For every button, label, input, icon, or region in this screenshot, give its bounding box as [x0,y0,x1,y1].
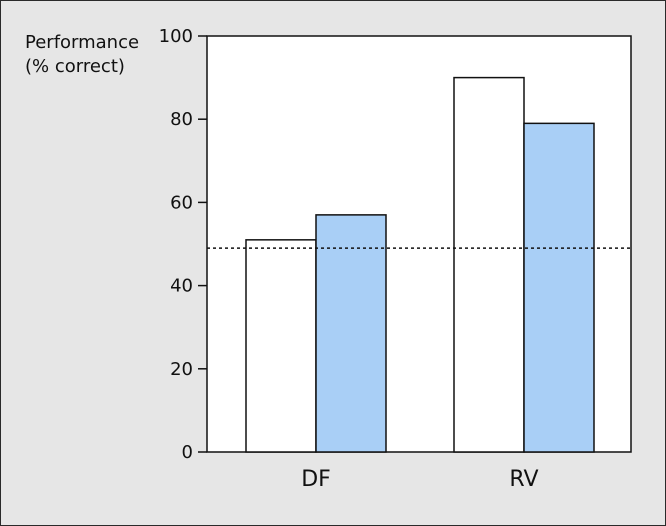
y-axis-label: Performance (% correct) [25,31,139,79]
bar-rv-series-1 [453,76,525,453]
bar-df-series-1 [245,239,317,453]
y-tick-label: 20 [170,359,193,380]
bar-df-series-2 [315,214,387,453]
y-axis-label-line-2: (% correct) [25,56,125,77]
bar-rv-series-2 [523,122,595,453]
y-tick-label: 60 [170,192,193,213]
y-tick-label: 0 [182,442,193,463]
y-tick-label: 80 [170,109,193,130]
y-axis-label-line-1: Performance [25,32,140,53]
y-tick-label: 40 [170,276,193,297]
x-category-label: DF [301,467,331,492]
plot-area: 0 20 40 60 80 100 DF RV [159,26,632,492]
y-tick-label: 100 [159,26,193,47]
x-category-label: RV [509,467,538,492]
